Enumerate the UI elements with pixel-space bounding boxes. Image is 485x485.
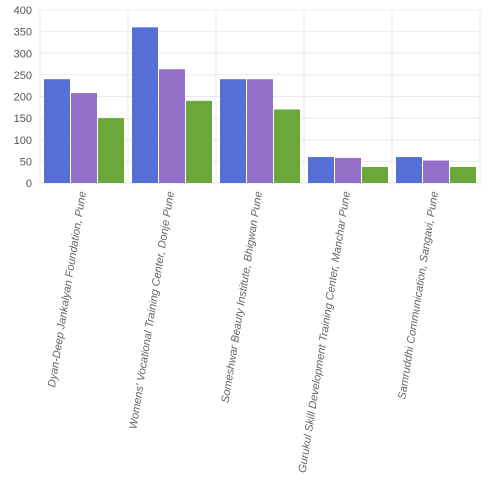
x-tick-label: Womens' Vocational Training Center, Donj…: [127, 191, 176, 430]
y-tick-label: 350: [14, 27, 32, 39]
bar: [247, 79, 273, 183]
x-tick-label: Gurukul Skill Development Training Cente…: [297, 191, 353, 474]
bar: [396, 157, 422, 183]
bar: [335, 157, 361, 183]
y-tick-label: 300: [14, 48, 32, 60]
y-tick-label: 50: [20, 156, 32, 168]
bar: [450, 166, 476, 183]
bar: [308, 157, 334, 183]
y-tick-label: 250: [14, 70, 32, 82]
y-tick-label: 0: [26, 178, 32, 190]
y-tick-label: 150: [14, 113, 32, 125]
bar: [159, 69, 185, 183]
bar: [44, 79, 70, 183]
bar: [71, 93, 97, 183]
x-tick-label: Dyan-Deep Jankalyan Foundation, Pune: [46, 191, 89, 389]
bar: [220, 79, 246, 183]
bar: [423, 160, 449, 183]
bar: [362, 166, 388, 183]
y-tick-label: 200: [14, 92, 32, 104]
y-tick-label: 100: [14, 135, 32, 147]
x-tick-label: Samruddhi Communication, Sangavi, Pune: [396, 191, 441, 401]
bar: [98, 118, 124, 183]
bar: [132, 27, 158, 183]
bar: [186, 100, 212, 183]
x-tick-label: Someshwar Beauty Institute, Bhigwan Pune: [220, 191, 265, 404]
bar: [274, 109, 300, 183]
y-tick-label: 400: [14, 5, 32, 17]
